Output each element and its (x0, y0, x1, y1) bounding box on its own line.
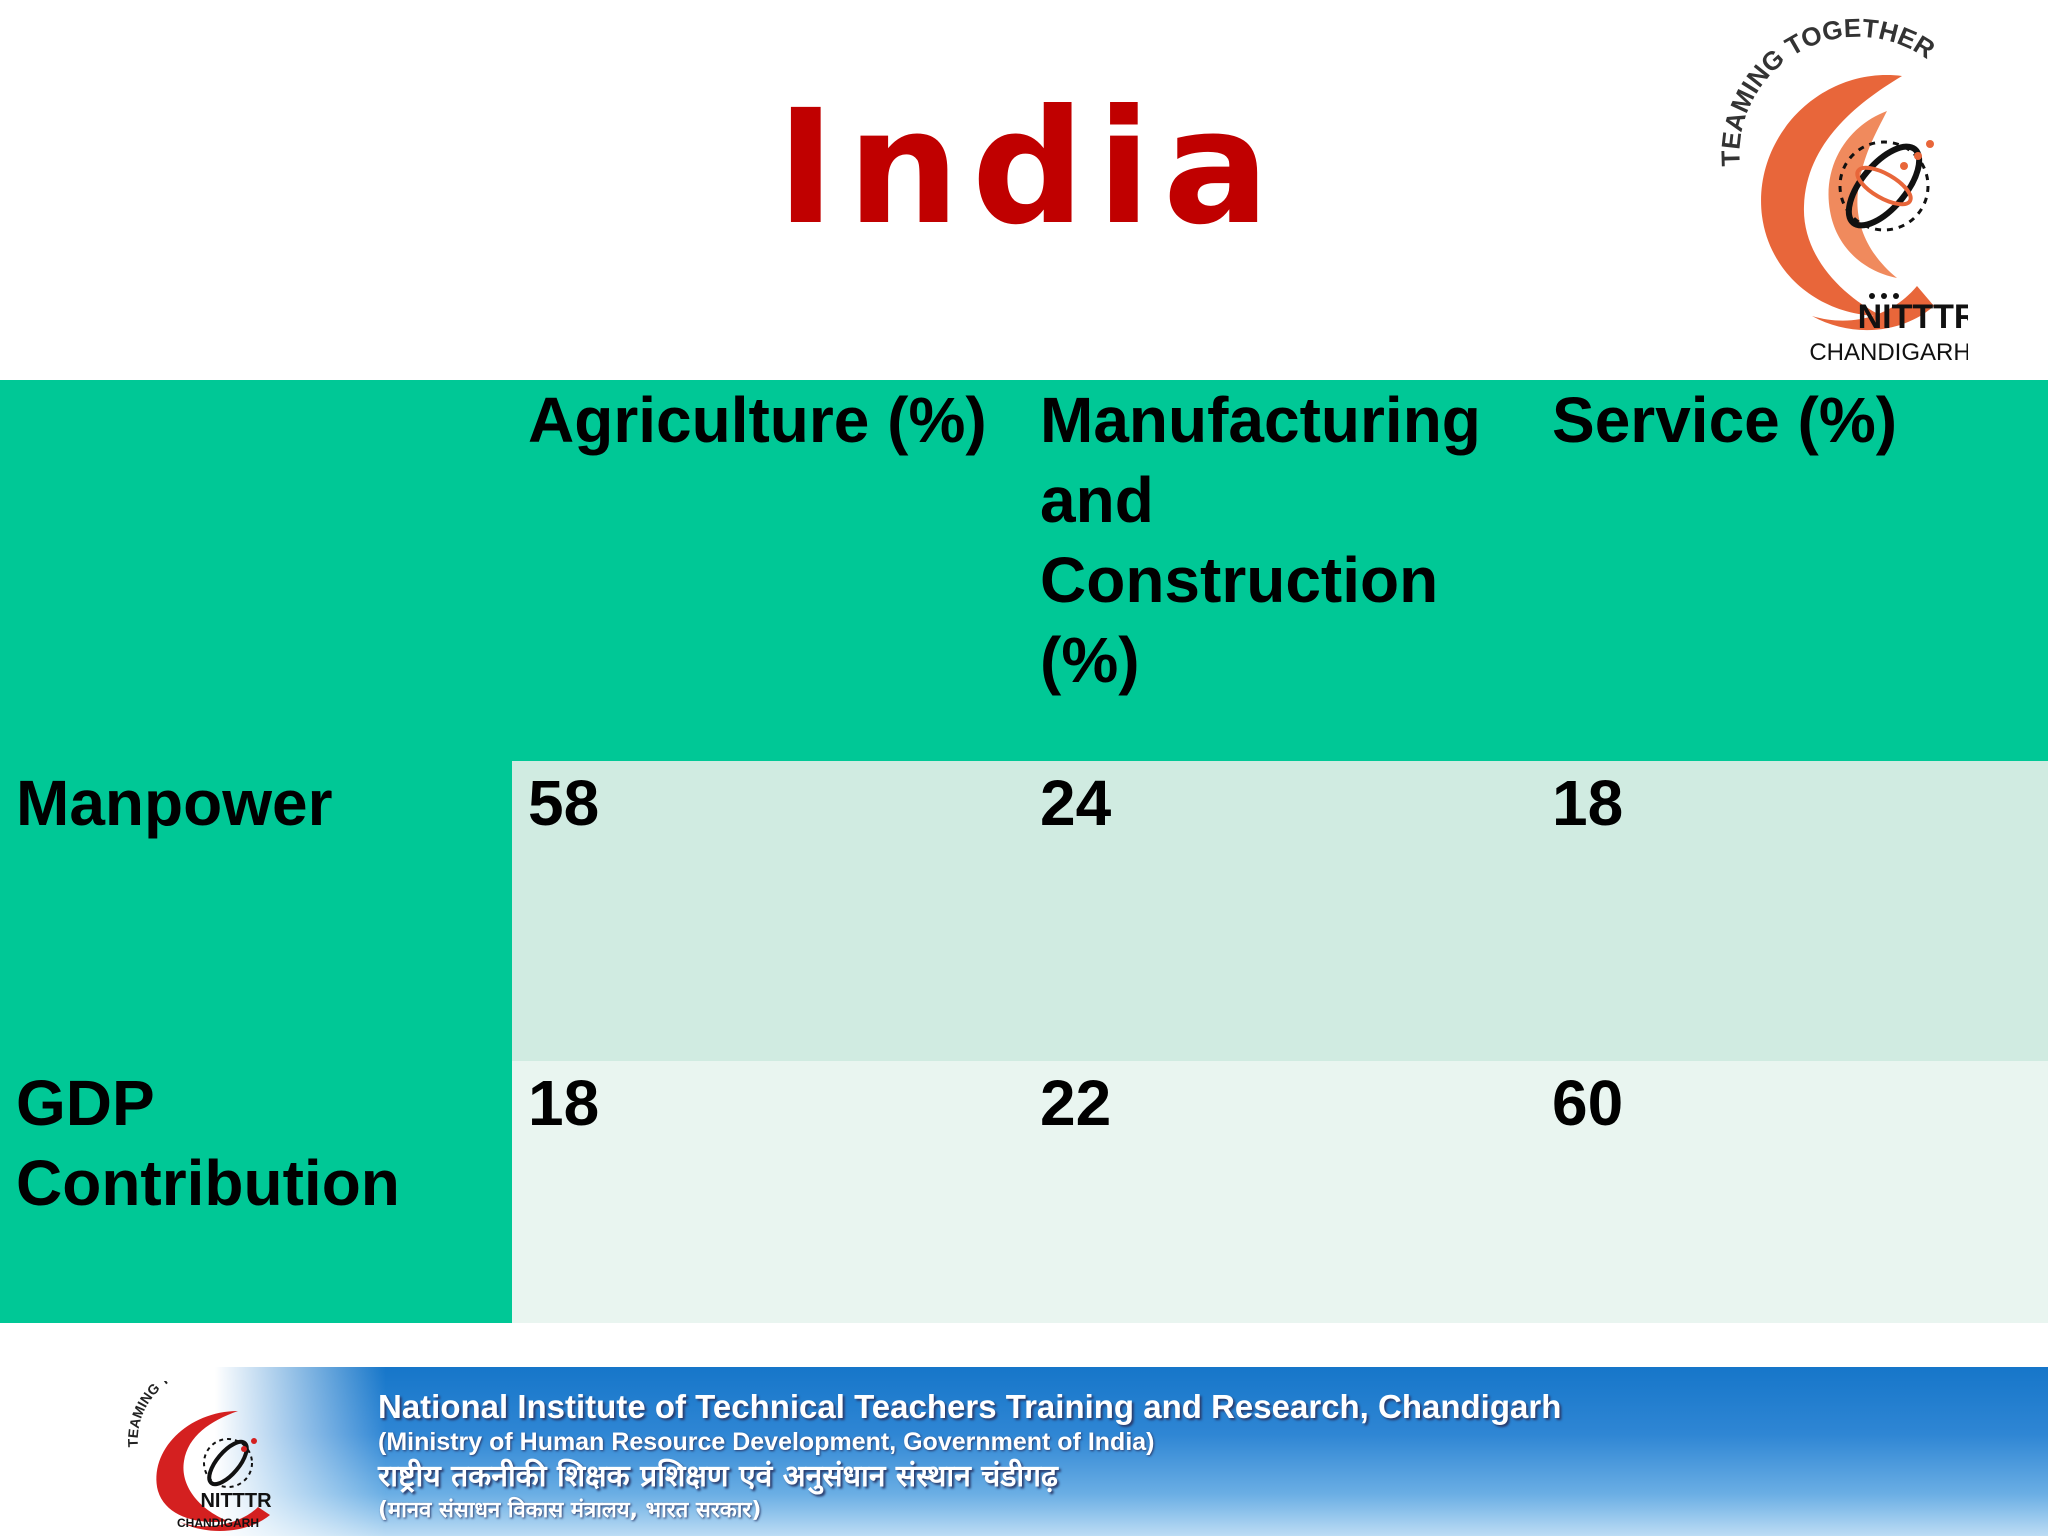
footer-ministry-hindi: (मानव संसाधन विकास मंत्रालय, भारत सरकार) (378, 1498, 762, 1523)
footer-text: National Institute of Technical Teachers… (378, 1387, 1561, 1525)
footer-nitttr-logo: TEAMING TOGETHER NITTTR CHANDIGARH (125, 1381, 272, 1532)
table-cell: 60 (1536, 1061, 2048, 1323)
table-cell: 18 (512, 1061, 1024, 1323)
logo-name-text: NITTTR (1858, 298, 1968, 336)
table-cell: 24 (1024, 761, 1536, 1061)
table-header-manufacturing: Manufacturing and Construction (%) (1040, 384, 1481, 696)
footer-ministry: (Ministry of Human Resource Development,… (378, 1428, 1155, 1456)
footer-institute-name-hindi: राष्ट्रीय तकनीकी शिक्षक प्रशिक्षण एवं अन… (378, 1459, 1058, 1494)
row-label-gdp-contribution: GDP Contribution (0, 1061, 512, 1323)
table-row: Manpower 58 24 18 (0, 761, 2048, 1061)
data-table: Agriculture (%) Manufacturing and Constr… (0, 380, 2048, 1323)
table-header-service: Service (%) (1552, 384, 1898, 456)
slide-title: India (776, 76, 1282, 260)
nitttr-logo: TEAMING TOGETHER NITTTR CHANDIGARH (1715, 16, 1968, 366)
table-cell: 58 (512, 761, 1024, 1061)
table-cell: 22 (1024, 1061, 1536, 1323)
table-row: GDP Contribution 18 22 60 (0, 1061, 2048, 1323)
table-header-cell-empty (0, 380, 512, 761)
footer-banner: TEAMING TOGETHER NITTTR CHANDIGARH Natio… (6, 1367, 2048, 1536)
row-label-manpower: Manpower (0, 761, 512, 1061)
footer-institute-name: National Institute of Technical Teachers… (378, 1388, 1562, 1425)
table-header-agriculture: Agriculture (%) (528, 384, 987, 456)
table-cell: 18 (1536, 761, 2048, 1061)
table-header-row: Agriculture (%) Manufacturing and Constr… (0, 380, 2048, 761)
footer-logo-city: CHANDIGARH (177, 1516, 259, 1530)
footer-logo-name: NITTTR (200, 1490, 272, 1512)
logo-city-text: CHANDIGARH (1809, 339, 1968, 366)
